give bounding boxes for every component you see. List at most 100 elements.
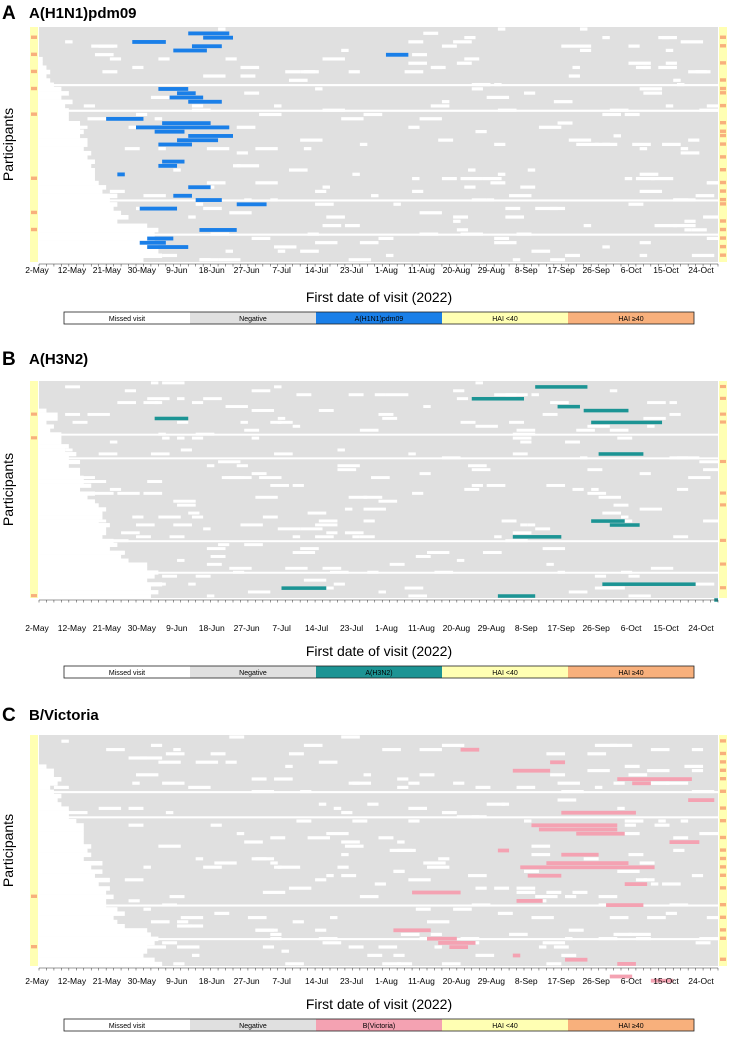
missed-visit-cell [165,752,185,756]
missed-visit-cell [98,554,107,558]
missed-visit-cell [150,743,163,747]
positive-episode [412,890,461,895]
missed-visit-cell [240,65,260,70]
missed-visit-cell [441,811,457,815]
x-tick-label: 26-Sep [582,976,610,986]
missed-visit-cell [39,793,62,799]
missed-visit-cell [635,176,655,181]
missed-visit-cell [635,65,648,70]
missed-visit-cell [150,95,174,99]
missed-visit-cell [244,840,263,844]
x-tick-label: 18-Jun [199,265,225,275]
missed-visit-cell [206,547,226,551]
missed-visit-cell [206,562,222,566]
hai-high-cell [720,244,726,249]
missed-visit-cell [292,483,304,487]
missed-visit-cell [39,848,88,853]
missed-visit-cell [703,468,722,472]
missed-visit-cell [39,253,163,259]
legend-label: HAI ≥40 [618,670,643,677]
missed-visit-cell [594,574,607,578]
positive-episode [199,228,237,232]
missed-visit-cell [53,953,73,957]
positive-episode [188,99,222,104]
x-tick-label: 12-May [58,623,87,633]
missed-visit-cell [628,61,651,65]
hai-high-cell [720,848,726,852]
positive-episode [393,928,431,933]
missed-visit-cell [39,433,718,436]
missed-visit-cell [39,483,92,488]
missed-visit-cell [441,743,465,747]
missed-visit-cell [550,258,566,262]
missed-visit-cell [247,590,271,594]
missed-visit-cell [412,176,420,181]
missed-visit-cell [531,249,551,253]
missed-visit-cell [39,56,43,62]
x-tick-label: 21-May [93,976,122,986]
missed-visit-cell [658,65,677,70]
missed-visit-cell [363,495,383,499]
legend-label: Negative [239,316,267,323]
missed-visit-cell [341,117,364,121]
missed-visit-cell [39,193,118,199]
missed-visit-cell [695,941,711,945]
missed-visit-cell [471,468,491,472]
missed-visit-cell [48,938,727,941]
x-tick-label: 30-May [128,623,157,633]
missed-visit-cell [154,401,163,405]
missed-visit-cell [341,874,357,878]
missed-visit-cell [441,962,461,966]
missed-visit-cell [39,781,58,786]
x-tick-label: 6-Oct [621,976,642,986]
missed-visit-cell [39,957,155,963]
missed-visit-cell [643,91,663,95]
positive-episode [177,91,196,96]
missed-visit-cell [579,48,592,52]
hai-band-right [719,381,727,598]
missed-visit-cell [180,916,204,920]
missed-visit-cell [374,393,386,397]
missed-visit-cell [468,168,476,172]
hai-high-cell [720,503,726,507]
positive-episode [203,35,233,40]
missed-visit-cell [39,869,103,874]
missed-visit-cell [315,202,334,206]
x-tick-label: 26-Sep [582,265,610,275]
missed-visit-cell [270,483,289,487]
missed-visit-cell [39,463,69,469]
missed-visit-cell [427,551,450,555]
missed-visit-cell [326,586,334,590]
missed-visit-cell [188,785,211,789]
legend-swatch [442,312,568,324]
missed-visit-cell [39,116,69,122]
missed-visit-cell [699,832,718,836]
missed-visit-cell [598,495,621,499]
positive-episode [550,760,566,765]
missed-visit-cell [147,945,166,949]
missed-visit-cell [557,781,580,785]
missed-visit-cell [150,381,159,385]
positive-episode [576,831,625,836]
missed-visit-cell [262,515,278,519]
x-tick-label: 27-Jun [234,265,260,275]
missed-visit-cell [531,393,539,397]
missed-visit-cell [132,515,140,519]
missed-visit-cell [344,507,353,511]
missed-visit-cell [475,886,487,890]
x-tick-label: 15-Oct [653,976,679,986]
missed-visit-cell [430,932,442,936]
missed-visit-cell [195,760,219,764]
missed-visit-cell [535,206,558,211]
missed-visit-cell [128,756,148,760]
missed-visit-cell [404,70,424,74]
positive-episode [650,978,674,983]
missed-visit-cell [39,566,148,571]
missed-visit-cell [53,245,66,249]
missed-visit-cell [98,806,122,810]
hai-high-cell [720,168,726,172]
missed-visit-cell [39,185,107,190]
missed-visit-cell [434,945,442,949]
missed-visit-cell [315,523,338,527]
missed-visit-cell [632,142,651,146]
